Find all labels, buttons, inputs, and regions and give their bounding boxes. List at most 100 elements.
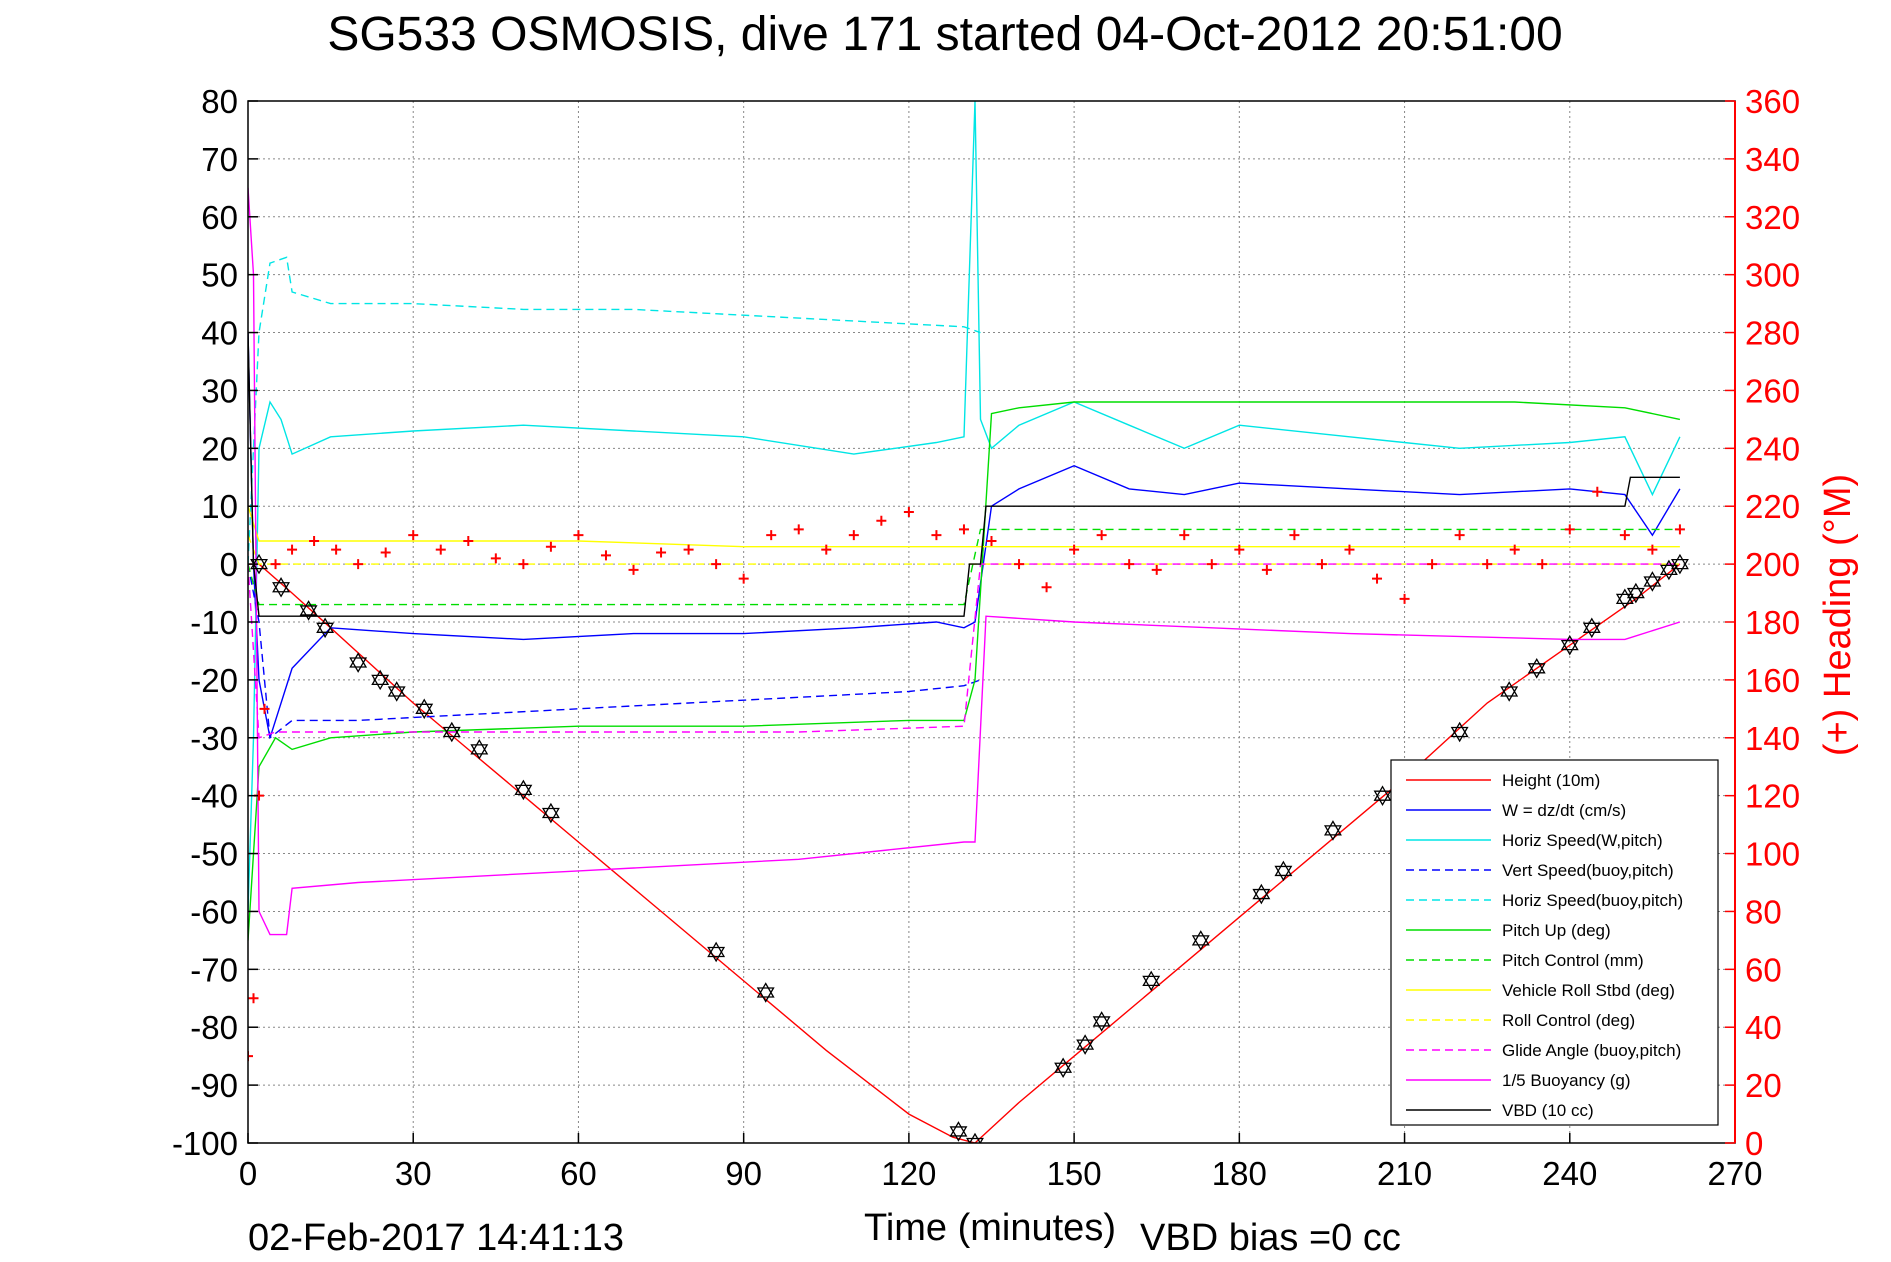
x-axis: 0 30 60 90 120 150 180 210 240 270 — [239, 1133, 1763, 1192]
heading-point — [1041, 582, 1052, 593]
legend-label: Roll Control (deg) — [1502, 1011, 1635, 1030]
height-marker — [387, 681, 406, 702]
heading-point — [766, 530, 777, 541]
heading-point — [490, 553, 501, 564]
height-marker — [272, 576, 291, 598]
heading-point — [1372, 573, 1383, 584]
y-right-tick-label: 80 — [1745, 893, 1782, 930]
series-line-1-5-buoyancy-g — [248, 187, 1681, 936]
height-marker — [442, 721, 461, 743]
heading-point — [1674, 524, 1685, 535]
height-marker — [316, 617, 335, 639]
height-marker — [371, 669, 390, 691]
series-group — [248, 101, 1689, 1143]
y-right-tick-label: 220 — [1745, 488, 1800, 525]
height-marker — [1373, 785, 1392, 806]
series-line-roll-control-deg — [248, 534, 1680, 565]
legend-label: Pitch Up (deg) — [1502, 921, 1611, 940]
heading-point — [600, 550, 611, 561]
heading-point — [1289, 530, 1300, 541]
legend-label: Glide Angle (buoy,pitch) — [1502, 1041, 1681, 1060]
heading-point — [573, 530, 584, 541]
series-line-vbd-10-cc — [248, 332, 1680, 617]
heading-point — [848, 530, 859, 541]
heading-point — [1344, 544, 1355, 555]
height-marker — [1324, 820, 1342, 841]
heading-point — [903, 507, 914, 518]
series-line-glide-angle-buoy-pitch — [248, 563, 1680, 739]
y-right-tick-label: 100 — [1745, 836, 1800, 873]
legend-label: Height (10m) — [1502, 771, 1600, 790]
x-axis-label: Time (minutes) — [864, 1207, 1116, 1249]
height-marker — [299, 600, 318, 621]
height-marker — [756, 982, 775, 1003]
heading-point — [628, 564, 639, 575]
legend-label: Vert Speed(buoy,pitch) — [1502, 861, 1674, 880]
heading-point — [821, 544, 832, 555]
heading-point — [380, 547, 391, 558]
heading-point — [1096, 530, 1107, 541]
height-marker — [1076, 1034, 1095, 1055]
height-marker — [514, 779, 533, 801]
y-right-tick-label: 60 — [1745, 951, 1782, 988]
heading-point — [1592, 486, 1603, 497]
heading-point — [656, 547, 667, 558]
height-marker — [415, 698, 434, 720]
y-tick-label: -30 — [190, 720, 238, 757]
y-right-tick-label: 120 — [1745, 778, 1800, 815]
height-marker — [1191, 930, 1210, 951]
heading-point — [1564, 524, 1575, 535]
legend-label: Pitch Control (mm) — [1502, 951, 1644, 970]
series-line-vert-speed-buoy-pitch — [248, 563, 981, 740]
heading-point — [309, 535, 320, 546]
x-tick-label: 0 — [239, 1155, 257, 1192]
y-right-tick-label: 280 — [1745, 315, 1800, 352]
heading-point — [1206, 559, 1217, 570]
x-tick-label: 270 — [1707, 1155, 1762, 1192]
heading-point — [1316, 559, 1327, 570]
y-right-tick-label: 180 — [1745, 604, 1800, 641]
height-marker — [1560, 634, 1579, 656]
heading-point — [1537, 559, 1548, 570]
y-right-tick-label: 40 — [1745, 1009, 1782, 1046]
chart-title: SG533 OSMOSIS, dive 171 started 04-Oct-2… — [327, 8, 1562, 61]
x-tick-label: 150 — [1047, 1155, 1102, 1192]
heading-point — [463, 535, 474, 546]
legend: Height (10m) W = dz/dt (cm/s) Horiz Speed(… — [1390, 759, 1719, 1126]
legend-label: Vehicle Roll Stbd (deg) — [1502, 981, 1675, 1000]
x-tick-label: 240 — [1542, 1155, 1597, 1192]
heading-point — [1482, 559, 1493, 570]
height-marker — [707, 941, 726, 963]
y-tick-label: 80 — [201, 83, 238, 120]
heading-point — [793, 524, 804, 535]
heading-point — [248, 993, 259, 1004]
height-marker — [541, 802, 560, 824]
height-marker — [1626, 582, 1645, 604]
heading-point — [408, 530, 419, 541]
legend-label: 1/5 Buoyancy (g) — [1502, 1071, 1631, 1090]
timestamp: 02-Feb-2017 14:41:13 — [248, 1217, 624, 1259]
y-tick-label: 40 — [201, 315, 238, 352]
y-tick-label: -90 — [190, 1067, 238, 1104]
y-tick-label: 0 — [220, 546, 238, 583]
heading-point — [1647, 544, 1658, 555]
y-tick-label: 10 — [201, 488, 238, 525]
y-right-tick-label: 320 — [1745, 199, 1800, 236]
y-right-tick-label: 240 — [1745, 430, 1800, 467]
y-right-tick-label: 260 — [1745, 372, 1800, 409]
heading-point — [1399, 593, 1410, 604]
heading-point — [1234, 544, 1245, 555]
heading-point — [1261, 564, 1272, 575]
height-marker — [1252, 883, 1271, 905]
x-tick-label: 180 — [1212, 1155, 1267, 1192]
heading-point — [270, 559, 281, 570]
x-tick-label: 30 — [395, 1155, 432, 1192]
y-tick-label: 20 — [201, 430, 238, 467]
y-axis-right: 3603403203002802602402202001801601401201… — [1725, 83, 1800, 1162]
x-tick-label: 120 — [881, 1155, 936, 1192]
y-tick-label: -80 — [190, 1009, 238, 1046]
height-marker — [1500, 681, 1519, 702]
heading-point — [287, 544, 298, 555]
y-tick-label: -20 — [190, 662, 238, 699]
series-line-pitch-control-mm — [248, 528, 1680, 606]
